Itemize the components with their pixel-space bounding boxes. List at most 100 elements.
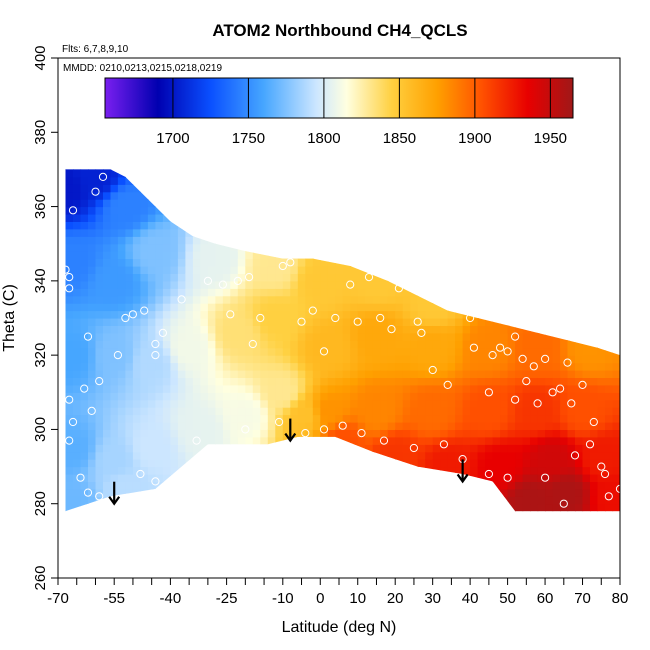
- heatmap-cell: [230, 206, 239, 215]
- heatmap-cell: [80, 355, 89, 364]
- heatmap-cell: [515, 228, 524, 237]
- heatmap-cell: [462, 191, 471, 200]
- heatmap-cell: [73, 273, 82, 282]
- heatmap-cell: [470, 251, 479, 260]
- heatmap-cell: [432, 340, 441, 349]
- heatmap-cell: [222, 243, 231, 252]
- heatmap-cell: [207, 466, 216, 475]
- heatmap-cell: [530, 206, 539, 215]
- heatmap-cell: [185, 503, 194, 512]
- heatmap-cell: [590, 214, 599, 222]
- heatmap-cell: [545, 340, 554, 349]
- heatmap-cell: [110, 414, 119, 423]
- heatmap-cell: [110, 355, 119, 364]
- heatmap-cell: [590, 228, 599, 237]
- heatmap-cell: [365, 280, 374, 289]
- heatmap-cell: [65, 332, 67, 341]
- heatmap-cell: [215, 184, 224, 193]
- heatmap-cell: [140, 436, 149, 445]
- heatmap-cell: [312, 355, 321, 364]
- heatmap-cell: [267, 503, 276, 512]
- heatmap-cell: [170, 169, 179, 178]
- heatmap-cell: [477, 228, 486, 237]
- heatmap-cell: [500, 191, 509, 200]
- heatmap-cell: [200, 392, 209, 401]
- heatmap-cell: [522, 169, 531, 178]
- heatmap-cell: [237, 288, 246, 297]
- heatmap-cell: [410, 266, 419, 274]
- heatmap-cell: [252, 436, 261, 445]
- heatmap-cell: [320, 169, 329, 170]
- heatmap-cell: [305, 318, 314, 326]
- heatmap-cell: [425, 184, 434, 193]
- heatmap-cell: [350, 370, 359, 378]
- heatmap-cell: [140, 258, 149, 267]
- heatmap-cell: [335, 488, 344, 497]
- heatmap-cell: [297, 444, 306, 453]
- heatmap-cell: [73, 266, 82, 274]
- heatmap-cell: [515, 474, 524, 482]
- heatmap-cell: [65, 184, 67, 193]
- heatmap-cell: [447, 429, 456, 438]
- heatmap-cell: [170, 407, 179, 416]
- heatmap-cell: [95, 266, 104, 274]
- heatmap-cell: [125, 176, 134, 185]
- heatmap-cell: [462, 325, 471, 334]
- heatmap-cell: [320, 228, 329, 237]
- heatmap-cell: [252, 444, 261, 453]
- heatmap-cell: [395, 444, 404, 453]
- heatmap-cell: [290, 392, 299, 401]
- heatmap-cell: [605, 340, 614, 349]
- heatmap-cell: [215, 436, 224, 445]
- heatmap-cell: [507, 169, 516, 170]
- heatmap-cell: [440, 273, 449, 282]
- heatmap-cell: [312, 214, 321, 222]
- heatmap-cell: [447, 407, 456, 416]
- heatmap-cell: [575, 243, 584, 252]
- heatmap-cell: [65, 384, 67, 393]
- heatmap-cell: [237, 303, 246, 312]
- heatmap-cell: [560, 392, 569, 401]
- heatmap-cell: [177, 436, 186, 445]
- heatmap-cell: [605, 280, 614, 289]
- heatmap-cell: [282, 466, 291, 475]
- heatmap-cell: [297, 228, 306, 237]
- heatmap-cell: [260, 347, 269, 356]
- heatmap-cell: [170, 310, 179, 319]
- heatmap-cell: [155, 258, 164, 267]
- heatmap-cell: [485, 191, 494, 200]
- heatmap-cell: [155, 169, 164, 178]
- heatmap-cell: [372, 429, 381, 438]
- heatmap-cell: [260, 221, 269, 230]
- heatmap-cell: [410, 214, 419, 222]
- heatmap-cell: [560, 370, 569, 378]
- heatmap-cell: [117, 444, 126, 453]
- heatmap-cell: [567, 191, 576, 200]
- heatmap-cell: [103, 466, 112, 475]
- heatmap-cell: [575, 199, 584, 208]
- heatmap-cell: [410, 169, 419, 178]
- heatmap-cell: [275, 355, 284, 364]
- heatmap-cell: [117, 407, 126, 416]
- heatmap-cell: [245, 266, 254, 274]
- heatmap-cell: [575, 176, 584, 185]
- heatmap-cell: [403, 511, 411, 519]
- heatmap-cell: [88, 310, 97, 319]
- heatmap-cell: [237, 392, 246, 401]
- heatmap-cell: [582, 310, 591, 319]
- heatmap-cell: [552, 340, 561, 349]
- heatmap-cell: [567, 303, 576, 312]
- heatmap-cell: [260, 399, 269, 408]
- heatmap-cell: [88, 496, 97, 505]
- heatmap-cell: [560, 451, 569, 460]
- heatmap-cell: [560, 340, 569, 349]
- heatmap-cell: [620, 169, 628, 177]
- heatmap-cell: [552, 370, 561, 378]
- heatmap-cell: [297, 288, 306, 297]
- heatmap-cell: [110, 384, 119, 393]
- heatmap-cell: [372, 399, 381, 408]
- heatmap-cell: [492, 325, 501, 334]
- heatmap-cell: [230, 355, 239, 364]
- heatmap-cell: [432, 362, 441, 371]
- heatmap-cell: [327, 466, 336, 475]
